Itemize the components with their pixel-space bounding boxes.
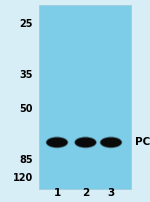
FancyBboxPatch shape (39, 5, 130, 189)
Ellipse shape (75, 138, 96, 147)
Ellipse shape (46, 138, 68, 147)
Ellipse shape (74, 137, 97, 148)
Ellipse shape (100, 137, 122, 148)
Text: 2: 2 (82, 188, 89, 198)
Text: PCNT: PCNT (135, 137, 150, 147)
Text: 120: 120 (13, 173, 33, 183)
Text: 3: 3 (107, 188, 115, 198)
Text: 50: 50 (20, 104, 33, 114)
Ellipse shape (46, 137, 68, 148)
Text: 25: 25 (20, 19, 33, 29)
Ellipse shape (100, 138, 122, 147)
Text: 1: 1 (53, 188, 61, 198)
Text: 85: 85 (19, 155, 33, 165)
Text: 35: 35 (20, 70, 33, 80)
